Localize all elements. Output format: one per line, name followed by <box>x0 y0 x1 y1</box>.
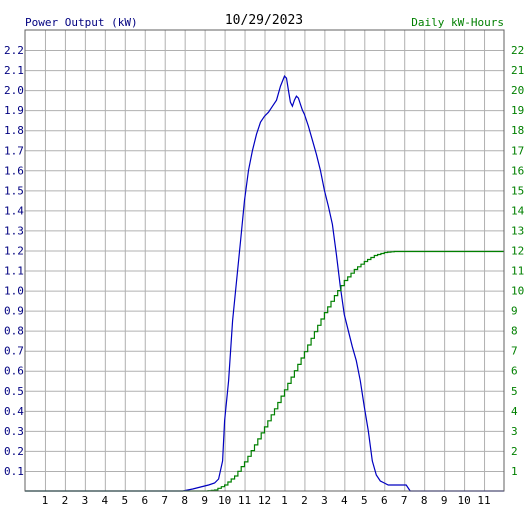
left-tick-label: 0.2 <box>4 445 24 458</box>
x-tick-label: 7 <box>401 494 408 507</box>
left-tick-label: 1.4 <box>4 204 24 217</box>
right-tick-label: 6 <box>511 365 518 378</box>
left-tick-label: 0.9 <box>4 305 24 318</box>
right-tick-label: 21 <box>511 64 524 77</box>
right-tick-label: 1 <box>511 465 518 478</box>
left-tick-label: 0.6 <box>4 365 24 378</box>
left-tick-label: 0.3 <box>4 425 24 438</box>
power-output-line <box>25 75 504 492</box>
left-tick-label: 1.5 <box>4 184 24 197</box>
x-tick-label: 6 <box>141 494 148 507</box>
right-tick-label: 4 <box>511 405 518 418</box>
right-tick-label: 13 <box>511 224 524 237</box>
left-tick-label: 2.2 <box>4 44 24 57</box>
left-tick-label: 1.7 <box>4 144 24 157</box>
x-tick-label: 2 <box>62 494 69 507</box>
right-tick-label: 10 <box>511 285 524 298</box>
left-tick-label: 0.4 <box>4 405 24 418</box>
left-tick-labels: 0.1 0.2 0.3 0.4 0.5 0.6 0.7 0.8 0.9 1.0 1.1 1.2 1.3 1… <box>4 44 24 478</box>
x-tick-label: 10 <box>457 494 470 507</box>
left-tick-label: 1.1 <box>4 265 24 278</box>
x-tick-label: 8 <box>181 494 188 507</box>
x-tick-label: 4 <box>102 494 109 507</box>
left-tick-label: 0.8 <box>4 325 24 338</box>
x-tick-label: 10 <box>218 494 231 507</box>
left-tick-label: 1.3 <box>4 224 24 237</box>
right-tick-label: 7 <box>511 345 518 358</box>
left-tick-label: 0.1 <box>4 465 24 478</box>
x-tick-label: 3 <box>82 494 89 507</box>
x-tick-label: 1 <box>42 494 49 507</box>
x-tick-label: 8 <box>421 494 428 507</box>
right-tick-label: 14 <box>511 204 525 217</box>
x-tick-label: 3 <box>321 494 328 507</box>
right-tick-label: 9 <box>511 305 518 318</box>
right-tick-label: 22 <box>511 44 524 57</box>
chart-title: 10/29/2023 <box>225 13 303 28</box>
x-tick-label: 11 <box>477 494 490 507</box>
left-tick-label: 2.0 <box>4 84 24 97</box>
right-tick-label: 8 <box>511 325 518 338</box>
left-tick-label: 0.5 <box>4 385 24 398</box>
right-tick-label: 15 <box>511 184 524 197</box>
right-axis-label: Daily kW-Hours <box>411 16 504 29</box>
right-tick-label: 11 <box>511 265 524 278</box>
x-tick-label: 2 <box>301 494 308 507</box>
right-tick-label: 20 <box>511 84 524 97</box>
left-axis-label: Power Output (kW) <box>25 16 138 29</box>
x-tick-label: 9 <box>201 494 208 507</box>
right-tick-label: 12 <box>511 244 524 257</box>
right-tick-label: 16 <box>511 164 524 177</box>
left-tick-label: 1.2 <box>4 244 24 257</box>
left-tick-label: 0.7 <box>4 345 24 358</box>
x-tick-label: 11 <box>238 494 251 507</box>
x-tick-label: 7 <box>161 494 168 507</box>
left-tick-label: 2.1 <box>4 64 24 77</box>
right-tick-label: 3 <box>511 425 518 438</box>
x-tick-label: 6 <box>381 494 388 507</box>
right-tick-label: 17 <box>511 144 524 157</box>
x-tick-labels: 1 2 3 4 5 6 7 8 9 10 11 12 1 2 3 4 5 6 7 8 9 10 11 <box>42 494 491 507</box>
right-tick-label: 18 <box>511 124 524 137</box>
x-tick-label: 12 <box>258 494 271 507</box>
x-tick-label: 4 <box>341 494 348 507</box>
x-tick-label: 5 <box>121 494 128 507</box>
left-tick-label: 1.9 <box>4 104 24 117</box>
x-tick-label: 5 <box>361 494 368 507</box>
right-tick-label: 5 <box>511 385 518 398</box>
plot-frame <box>24 29 505 492</box>
grid <box>25 30 504 491</box>
left-tick-label: 1.8 <box>4 124 24 137</box>
x-tick-label: 1 <box>281 494 288 507</box>
x-tick-label: 9 <box>441 494 448 507</box>
left-tick-label: 1.0 <box>4 285 24 298</box>
right-tick-label: 19 <box>511 104 524 117</box>
right-tick-label: 2 <box>511 445 518 458</box>
left-tick-label: 1.6 <box>4 164 24 177</box>
